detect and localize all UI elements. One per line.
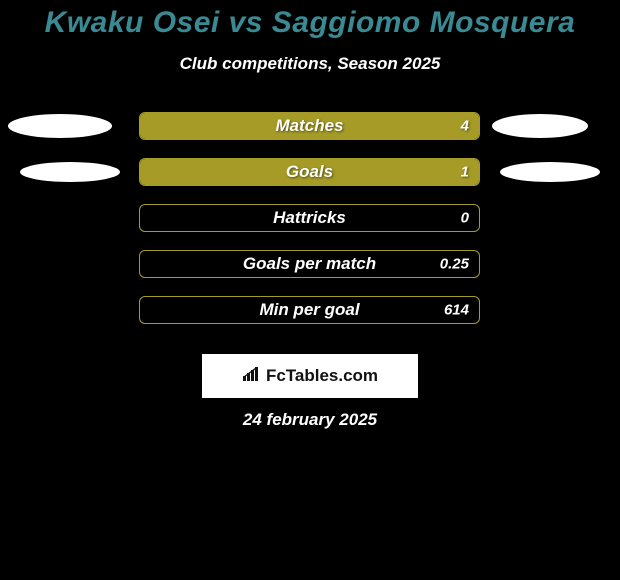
- stat-label: Hattricks: [273, 208, 346, 228]
- stat-row: Matches 4: [0, 112, 620, 140]
- stat-value: 0: [461, 210, 469, 227]
- stat-row: Hattricks 0: [0, 204, 620, 232]
- stat-row: Goals 1: [0, 158, 620, 186]
- stat-value: 0.25: [440, 256, 469, 273]
- comparison-subtitle: Club competitions, Season 2025: [0, 54, 620, 74]
- stat-bar-track: Goals per match 0.25: [139, 250, 480, 278]
- logo-inner: FcTables.com: [242, 366, 378, 387]
- player-marker-left: [20, 162, 120, 182]
- stat-value: 4: [461, 118, 469, 135]
- stat-rows: Matches 4 Goals 1 Hattricks 0 Goals per match 0…: [0, 112, 620, 324]
- stat-row: Min per goal 614: [0, 296, 620, 324]
- stat-value: 1: [461, 164, 469, 181]
- player-marker-right: [492, 114, 588, 138]
- stat-bar-track: Min per goal 614: [139, 296, 480, 324]
- stat-label: Min per goal: [259, 300, 359, 320]
- stat-label: Matches: [275, 116, 343, 136]
- player-marker-left: [8, 114, 112, 138]
- snapshot-date: 24 february 2025: [243, 410, 377, 430]
- bar-chart-icon: [242, 366, 262, 387]
- comparison-title: Kwaku Osei vs Saggiomo Mosquera: [0, 0, 620, 40]
- stat-bar-track: Hattricks 0: [139, 204, 480, 232]
- site-logo: FcTables.com: [202, 354, 418, 398]
- stat-bar-track: Goals 1: [139, 158, 480, 186]
- stat-label: Goals: [286, 162, 333, 182]
- logo-text: FcTables.com: [266, 366, 378, 386]
- stat-bar-track: Matches 4: [139, 112, 480, 140]
- stat-label: Goals per match: [243, 254, 376, 274]
- stat-row: Goals per match 0.25: [0, 250, 620, 278]
- stat-value: 614: [444, 302, 469, 319]
- player-marker-right: [500, 162, 600, 182]
